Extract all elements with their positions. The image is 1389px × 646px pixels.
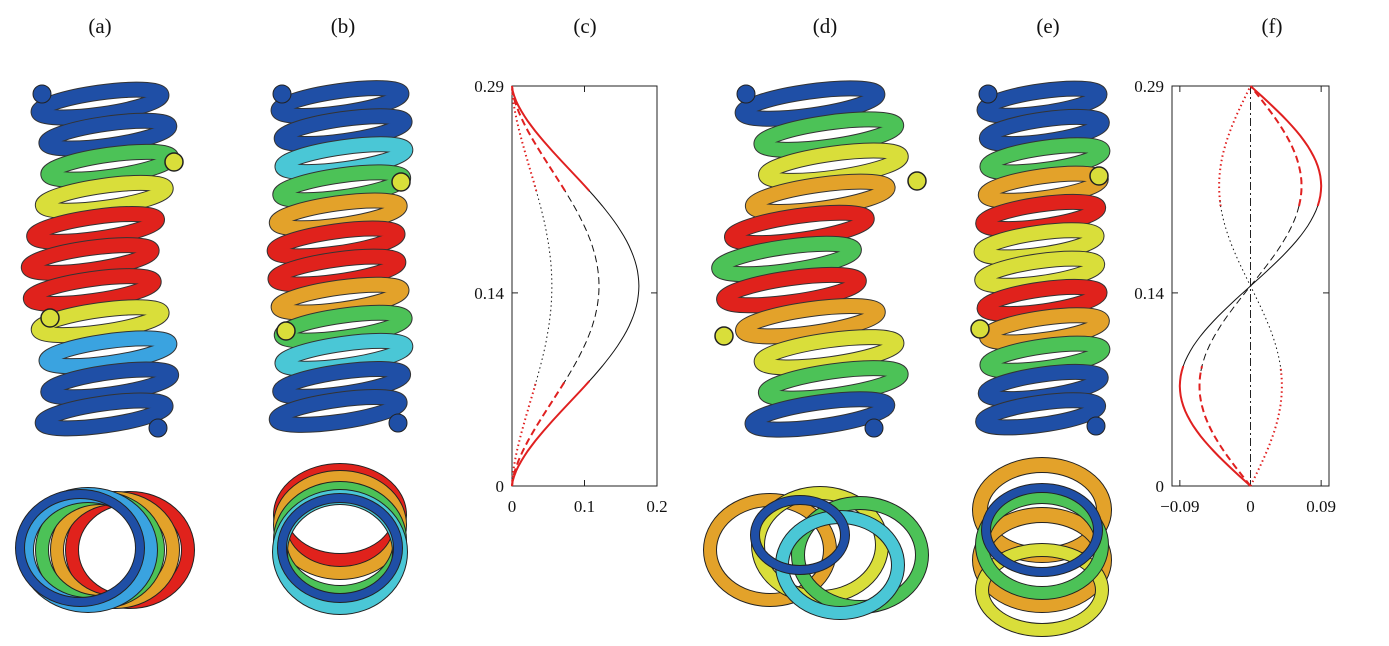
series-line-highlight bbox=[511, 85, 566, 192]
panel-label-c: (c) bbox=[573, 14, 597, 38]
y-tick-label: 0.29 bbox=[474, 77, 504, 96]
spring-a bbox=[20, 81, 184, 438]
series-line-highlight bbox=[511, 380, 566, 487]
y-tick-label: 0 bbox=[496, 477, 505, 496]
y-tick-label: 0.14 bbox=[1134, 284, 1164, 303]
series-line-highlight bbox=[1249, 85, 1303, 207]
top-view-ring bbox=[278, 494, 402, 602]
series-line-highlight bbox=[511, 380, 591, 487]
x-tick-label: 0.2 bbox=[646, 497, 667, 516]
y-tick-label: 0.29 bbox=[1134, 77, 1164, 96]
coil-turn bbox=[717, 267, 866, 313]
yellow-marker bbox=[714, 326, 734, 346]
coil-turn bbox=[735, 81, 885, 126]
coil-turn bbox=[31, 300, 169, 343]
spring-d bbox=[711, 80, 927, 438]
rings-d bbox=[703, 486, 929, 620]
plot-frame bbox=[511, 85, 658, 487]
top-view-ring bbox=[976, 491, 1108, 599]
coil-turn bbox=[41, 362, 179, 405]
rings-e bbox=[972, 457, 1112, 637]
x-tick-label: 0.09 bbox=[1306, 497, 1336, 516]
y-tick-label: 0 bbox=[1156, 477, 1165, 496]
series-line-highlight bbox=[1249, 365, 1283, 487]
yellow-marker bbox=[970, 319, 990, 339]
series-line-highlight bbox=[511, 85, 538, 192]
panel-label-f: (f) bbox=[1261, 14, 1283, 38]
spring-end-cap bbox=[272, 84, 292, 104]
coil-turn bbox=[39, 113, 177, 156]
coil-turn bbox=[21, 238, 159, 280]
yellow-marker bbox=[391, 172, 411, 192]
spring-end-cap bbox=[978, 84, 998, 104]
series-line-highlight bbox=[1218, 85, 1252, 207]
coil-turn bbox=[269, 390, 407, 432]
spring-end-cap bbox=[1086, 416, 1106, 436]
yellow-marker bbox=[276, 321, 296, 341]
rings-b bbox=[272, 463, 408, 615]
panel-label-d: (d) bbox=[812, 14, 838, 38]
top-view-ring bbox=[751, 496, 849, 574]
yellow-marker bbox=[1089, 166, 1109, 186]
coil-turn bbox=[35, 393, 173, 436]
series-line bbox=[534, 185, 553, 387]
yellow-marker bbox=[907, 171, 927, 191]
coil-turn bbox=[736, 298, 885, 344]
series-line bbox=[584, 185, 640, 387]
yellow-marker bbox=[164, 152, 184, 172]
chart-c: 0 0.14 0.29 0 0.1 0.2 bbox=[474, 77, 667, 516]
rings-a bbox=[15, 487, 195, 613]
x-tick-label: −0.09 bbox=[1160, 497, 1199, 516]
spring-end-cap bbox=[736, 84, 756, 104]
spring-end-cap bbox=[32, 84, 52, 104]
series-line-highlight bbox=[1249, 85, 1323, 207]
x-tick-label: 0 bbox=[508, 497, 517, 516]
x-tick-label: 0.1 bbox=[574, 497, 595, 516]
spring-end-cap bbox=[864, 418, 884, 438]
series-line-highlight bbox=[1198, 365, 1252, 487]
yellow-marker bbox=[40, 308, 60, 328]
panel-label-b: (b) bbox=[330, 14, 356, 38]
coil-turn bbox=[23, 269, 161, 311]
coil-turn bbox=[745, 392, 895, 437]
chart-f: 00.140.29−0.09 0 0.09 bbox=[1134, 77, 1336, 516]
series-line bbox=[561, 185, 600, 387]
x-tick-label: 0 bbox=[1246, 497, 1255, 516]
spring-illustrations bbox=[15, 80, 1112, 637]
panel-label-e: (e) bbox=[1036, 14, 1060, 38]
coil-turn bbox=[31, 82, 169, 125]
coil-turn bbox=[976, 393, 1106, 435]
series-line-highlight bbox=[1178, 365, 1252, 487]
coil-turn bbox=[39, 331, 177, 374]
series-line-highlight bbox=[511, 85, 591, 192]
top-view-ring bbox=[16, 490, 144, 606]
spring-b bbox=[266, 80, 414, 433]
coil-turn bbox=[27, 207, 164, 249]
series-line bbox=[1219, 200, 1282, 372]
top-view-ring bbox=[704, 494, 836, 606]
spring-end-cap bbox=[148, 418, 168, 438]
top-view-ring bbox=[982, 484, 1102, 576]
spring-end-cap bbox=[388, 413, 408, 433]
top-view-ring bbox=[976, 544, 1108, 636]
panel-label-a: (a) bbox=[88, 14, 112, 38]
y-tick-label: 0.14 bbox=[474, 284, 504, 303]
spring-e bbox=[970, 80, 1111, 436]
